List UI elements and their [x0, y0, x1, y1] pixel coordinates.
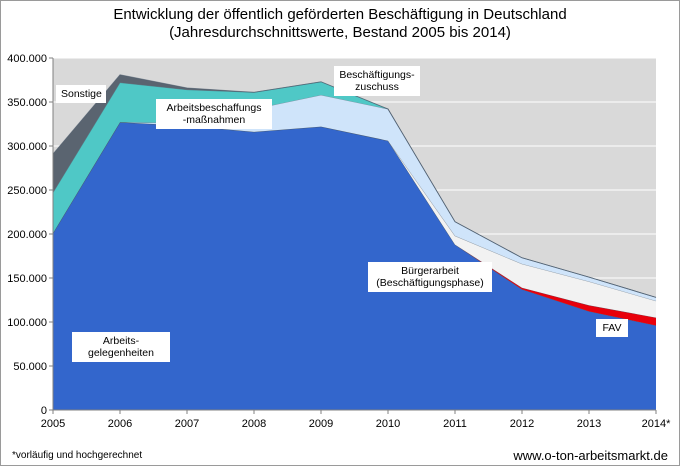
source-website: www.o-ton-arbeitsmarkt.de: [513, 448, 668, 463]
x-tick-label-4: 2009: [309, 418, 333, 430]
x-tick-label-2: 2007: [175, 418, 199, 430]
chart-subtitle: (Jahresdurchschnittswerte, Bestand 2005 …: [169, 24, 511, 41]
x-tick-label-7: 2012: [510, 418, 534, 430]
y-tick-label-5: 250.000: [7, 185, 47, 197]
y-tick-label-3: 150.000: [7, 273, 47, 285]
series-area-bürgerarbeit-beschäftigungsphase: [53, 122, 656, 318]
x-tick-label-3: 2008: [242, 418, 266, 430]
series-label-arbeitsgelegenheiten: Arbeits- gelegenheiten: [72, 332, 170, 362]
y-tick-label-7: 350.000: [7, 97, 47, 109]
y-tick-label-4: 200.000: [7, 229, 47, 241]
series-label-beschaeftigungszuschuss: Beschäftigungs- zuschuss: [334, 66, 420, 96]
y-tick-label-2: 100.000: [7, 317, 47, 329]
series-area-arbeitsbeschaffungsmaßnahmen: [53, 81, 656, 298]
x-tick-label-8: 2013: [577, 418, 601, 430]
series-label-fav: FAV: [596, 319, 628, 337]
y-tick-label-8: 400.000: [7, 53, 47, 65]
series-label-buergerarbeit: Bürgerarbeit (Beschäftigungsphase): [368, 262, 492, 292]
chart-title: Entwicklung der öffentlich geförderten B…: [113, 6, 567, 23]
footnote: *vorläufig und hochgerechnet: [12, 450, 143, 461]
series-area-arbeitsgelegenheiten: [53, 122, 656, 410]
x-tick-label-1: 2006: [108, 418, 132, 430]
y-tick-label-6: 300.000: [7, 141, 47, 153]
x-tick-label-0: 2005: [41, 418, 65, 430]
x-tick-label-5: 2010: [376, 418, 400, 430]
y-tick-label-0: 0: [41, 405, 47, 417]
series-label-abm: Arbeitsbeschaffungs -maßnahmen: [156, 99, 272, 129]
y-tick-label-1: 50.000: [13, 361, 47, 373]
series-label-sonstige: Sonstige: [56, 85, 106, 103]
x-tick-label-6: 2011: [443, 418, 467, 430]
x-tick-label-9: 2014*: [642, 418, 671, 430]
series-area-beschäftigungszuschuss: [53, 95, 656, 301]
